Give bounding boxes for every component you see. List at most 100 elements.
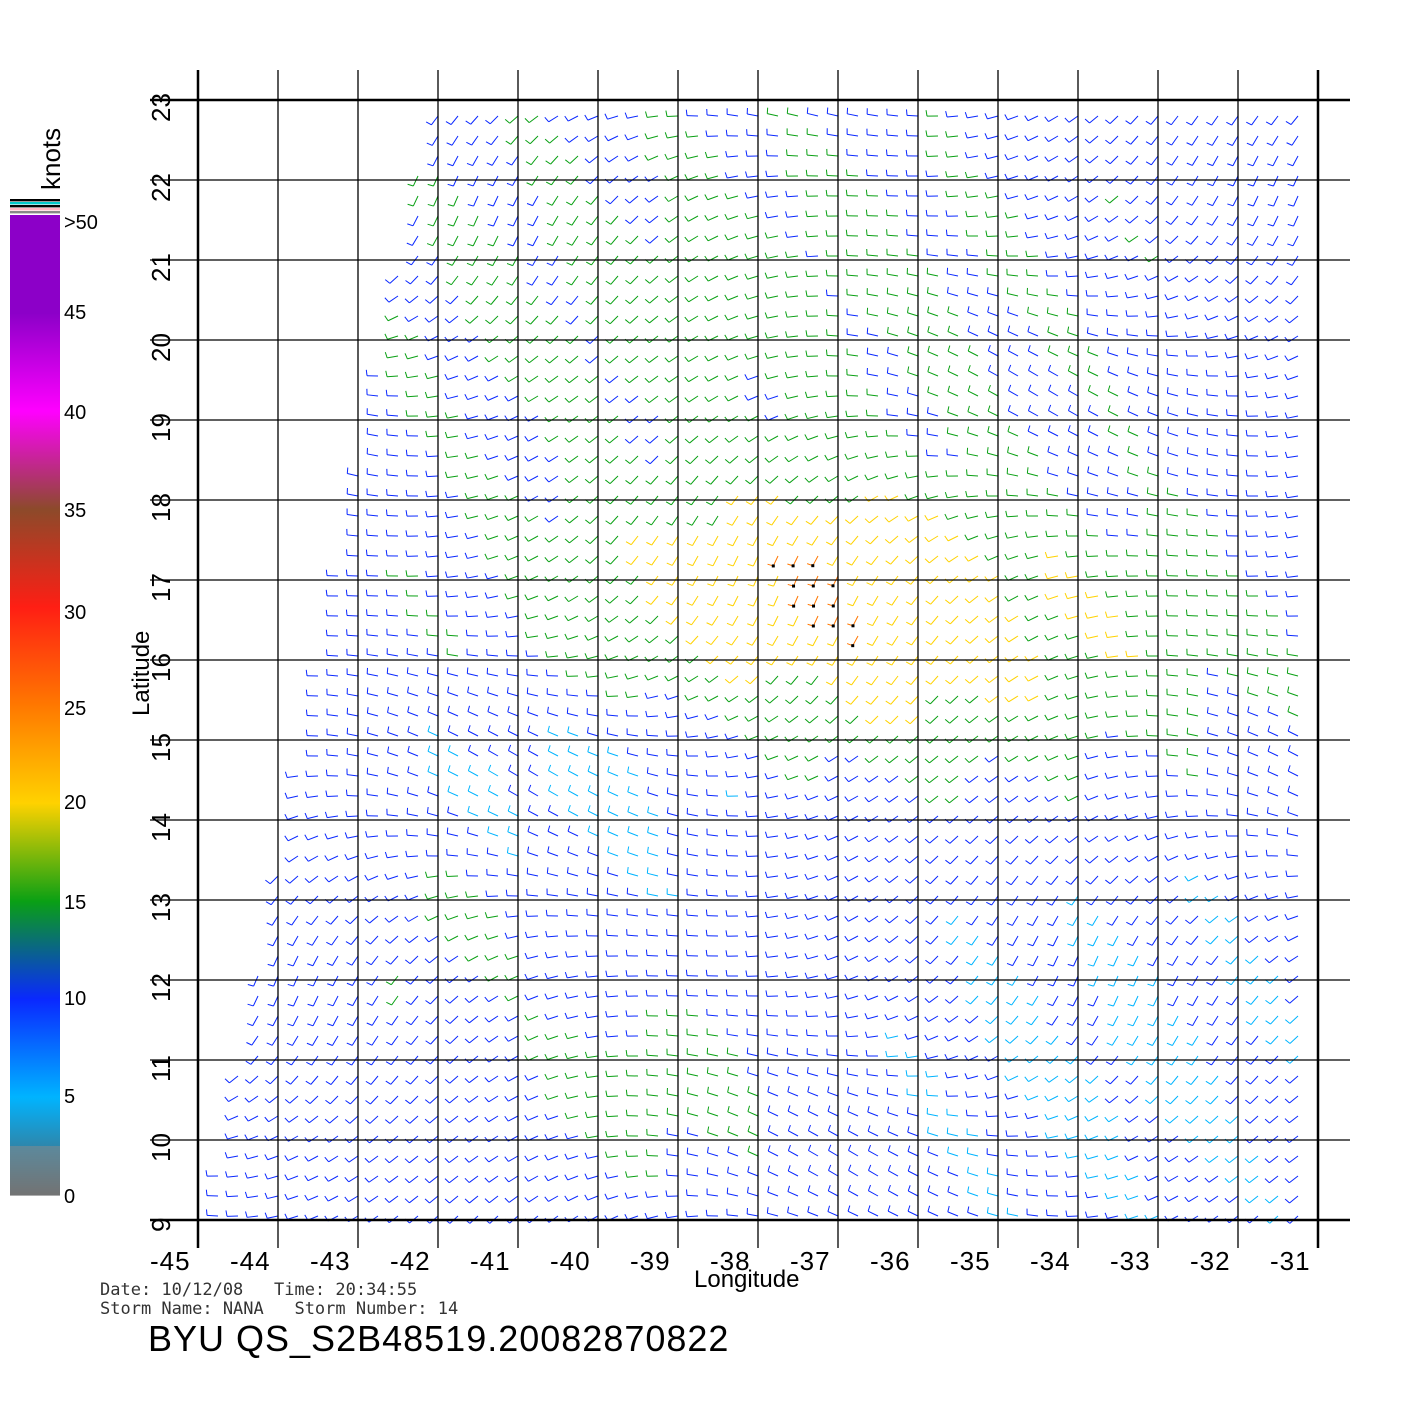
wind-barb-flag <box>948 1166 949 1172</box>
wind-barb-shaft <box>407 673 418 676</box>
wind-barb-flag <box>985 618 989 622</box>
wind-barb-shaft <box>848 856 858 861</box>
wind-barb <box>706 636 718 645</box>
wind-barb <box>1046 1151 1058 1157</box>
wind-barb <box>646 970 658 976</box>
wind-barb-flag <box>1105 858 1109 862</box>
wind-barb-flag <box>807 663 812 665</box>
wind-barb <box>505 594 518 599</box>
wind-barb-flag <box>1085 1212 1087 1218</box>
wind-barb-shaft <box>1270 1196 1278 1203</box>
wind-barb-shaft <box>548 751 558 756</box>
wind-barb-flag <box>945 1036 949 1041</box>
wind-barb-flag <box>825 955 828 960</box>
wind-barb-shaft <box>1247 654 1258 656</box>
wind-barb-shaft <box>1107 1176 1118 1179</box>
wind-barb-shaft <box>929 796 938 803</box>
wind-barb <box>945 596 958 604</box>
wind-barb <box>408 706 418 716</box>
wind-barb-flag <box>925 799 929 803</box>
wind-barb <box>1146 690 1158 696</box>
wind-barb-flag <box>408 766 409 772</box>
wind-barb-shaft <box>508 811 518 816</box>
wind-barb <box>785 736 798 742</box>
wind-barb-shaft <box>1167 775 1178 776</box>
wind-barb-flag <box>465 1178 469 1182</box>
wind-barb <box>848 1106 858 1116</box>
wind-barb <box>1005 1036 1018 1043</box>
wind-barb-flag <box>748 1126 750 1132</box>
wind-barb-shaft <box>948 1172 958 1176</box>
wind-barb-shaft <box>829 736 838 743</box>
wind-barb-shaft <box>1268 751 1278 756</box>
wind-barb-flag <box>886 682 891 685</box>
wind-barb-shaft <box>407 615 418 616</box>
wind-barb-flag <box>645 657 649 662</box>
wind-barb-shaft <box>748 1131 758 1136</box>
wind-barb-flag <box>588 805 590 811</box>
wind-barb-flag <box>607 867 608 873</box>
wind-barb-flag <box>905 940 910 944</box>
wind-barb <box>765 852 778 858</box>
wind-barb-flag <box>1265 1100 1270 1104</box>
wind-barb-flag <box>665 640 670 644</box>
wind-barb-flag <box>1246 1001 1251 1004</box>
wind-barb <box>445 1036 458 1044</box>
wind-barb <box>585 992 598 998</box>
wind-barb-shaft <box>950 616 958 624</box>
wind-barb-shaft <box>528 1156 538 1161</box>
wind-barb <box>1265 872 1278 878</box>
wind-barb-shaft <box>527 956 538 959</box>
wind-barb-flag <box>306 771 307 777</box>
wind-barb <box>445 1096 458 1103</box>
wind-barb <box>548 726 558 736</box>
wind-barb-marker <box>812 624 815 627</box>
wind-barb <box>1285 1136 1298 1143</box>
wind-barb-shaft <box>909 976 918 983</box>
wind-barb <box>1186 811 1198 817</box>
wind-barb-flag <box>445 1020 450 1024</box>
wind-barb <box>345 896 358 903</box>
wind-barb-shaft <box>1067 1176 1078 1177</box>
wind-barb-flag <box>986 982 991 985</box>
wind-barb-shaft <box>667 1134 678 1136</box>
wind-barb <box>885 756 898 763</box>
wind-barb <box>287 936 298 946</box>
wind-barb <box>606 950 618 956</box>
wind-barb <box>1105 773 1118 779</box>
wind-barb-shaft <box>1030 836 1038 843</box>
wind-barb <box>267 1016 278 1026</box>
wind-barb-shaft <box>687 895 698 896</box>
wind-barb <box>1207 648 1218 656</box>
wind-barb-flag <box>285 1214 288 1219</box>
wind-barb-flag <box>1266 1041 1271 1044</box>
wind-barb-flag <box>985 639 989 643</box>
wind-barb <box>726 910 738 916</box>
wind-barb-shaft <box>728 1112 738 1116</box>
wind-barb-flag <box>465 1059 469 1063</box>
wind-barb-flag <box>386 1042 391 1045</box>
wind-barb <box>986 996 998 1005</box>
wind-barb-flag <box>345 832 347 838</box>
wind-barb <box>605 673 618 679</box>
wind-barb <box>345 916 358 924</box>
wind-barb <box>825 915 838 920</box>
wind-barb <box>788 1186 798 1196</box>
wind-barb <box>445 936 458 941</box>
wind-barb-shaft <box>1009 736 1018 742</box>
wind-barb-shaft <box>889 916 898 923</box>
wind-barb-flag <box>1086 881 1091 884</box>
wind-barb <box>967 1147 978 1156</box>
wind-barb-flag <box>885 919 889 923</box>
wind-barb-flag <box>326 942 331 945</box>
wind-barb-shaft <box>667 774 678 776</box>
wind-barb <box>327 976 338 986</box>
wind-barb <box>365 1176 378 1182</box>
wind-barb-flag <box>667 787 668 793</box>
wind-barb-shaft <box>768 1171 778 1176</box>
wind-barb <box>647 1089 658 1096</box>
wind-barb-shaft <box>488 832 498 836</box>
wind-barb-flag <box>865 957 869 962</box>
wind-barb <box>605 636 618 641</box>
wind-barb <box>1045 796 1058 801</box>
